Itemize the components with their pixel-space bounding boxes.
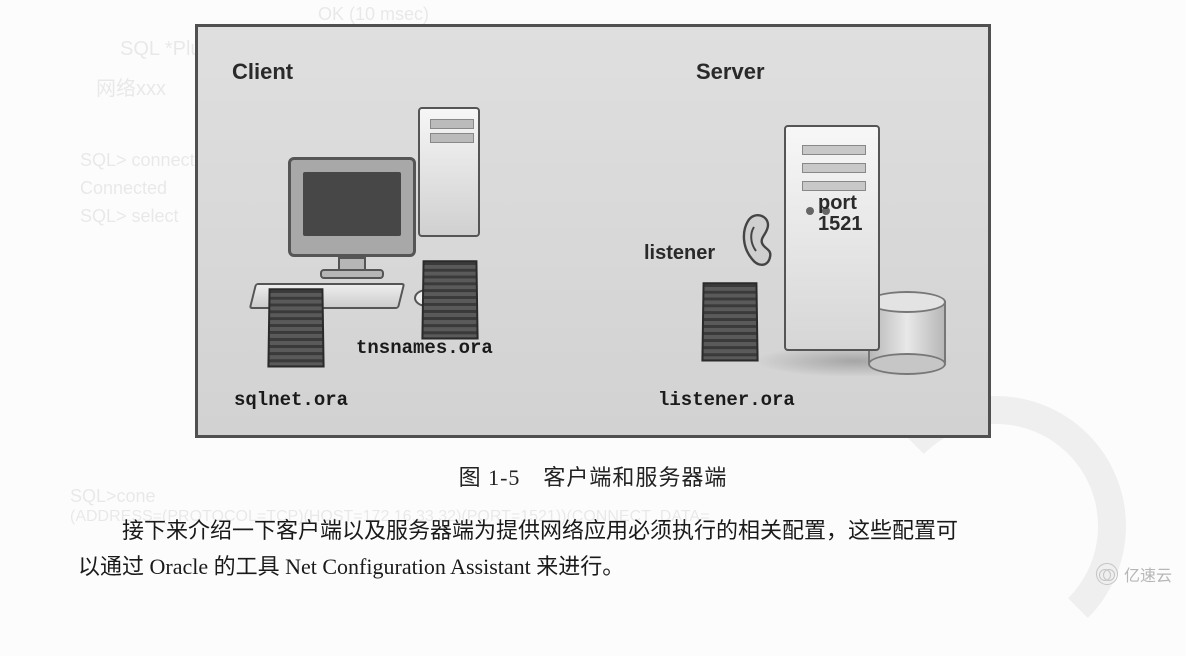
- client-tower-icon: [418, 107, 480, 237]
- server-tower-icon: [784, 125, 880, 351]
- client-label: Client: [232, 59, 293, 85]
- port-label: port 1521: [818, 193, 863, 235]
- ghost-line: 网络xxx: [96, 72, 166, 101]
- server-label: Server: [696, 59, 765, 85]
- listener-label: listener: [644, 242, 715, 265]
- paragraph-line-2: 以通过 Oracle 的工具 Net Configuration Assista…: [78, 550, 1108, 584]
- figure-frame: Client Server sqlnet.ora tnsnames.ora li…: [195, 24, 991, 438]
- client-monitor-icon: [288, 157, 416, 257]
- ghost-line: OK (10 msec): [318, 4, 429, 25]
- listener-file-icon: [701, 282, 758, 361]
- paragraph-line-1: 接下来介绍一下客户端以及服务器端为提供网络应用必须执行的相关配置，这些配置可: [78, 514, 1108, 548]
- watermark-text: 亿速云: [1124, 562, 1172, 586]
- figure-caption: 图 1-5 客户端和服务器端: [0, 460, 1186, 492]
- port-label-line1: port: [818, 192, 857, 214]
- watermark: 亿速云: [1096, 562, 1172, 586]
- sqlnet-file-label: sqlnet.ora: [234, 389, 348, 411]
- port-label-line2: 1521: [818, 213, 863, 235]
- listener-file-label: listener.ora: [658, 389, 795, 411]
- tnsnames-file-label: tnsnames.ora: [356, 337, 493, 359]
- watermark-icon: [1096, 563, 1118, 585]
- ghost-line: SQL> select: [80, 206, 179, 227]
- tnsnames-file-icon: [421, 260, 478, 339]
- ghost-line: Connected: [80, 178, 167, 199]
- sqlnet-file-icon: [267, 288, 324, 367]
- listener-ear-icon: [738, 209, 784, 269]
- client-monitor-base: [320, 269, 384, 279]
- ghost-line: SQL> connect: [80, 150, 195, 171]
